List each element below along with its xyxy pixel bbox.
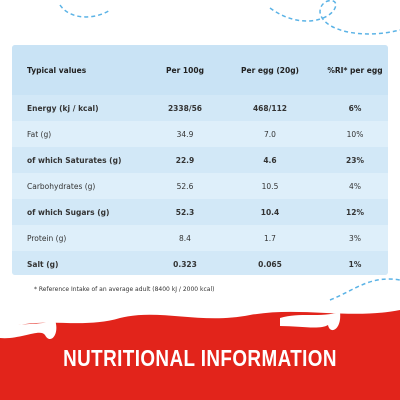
table-cell: of which Saturates (g) — [27, 155, 122, 165]
table-cell: 6% — [348, 103, 362, 113]
table-cell: 1% — [348, 259, 362, 269]
table-row: of which Sugars (g) 52.3 10.4 12% — [12, 199, 388, 225]
table-cell: 4.6 — [263, 155, 277, 165]
table-cell: 0.065 — [258, 259, 282, 269]
table-cell: Carbohydrates (g) — [27, 181, 96, 191]
table-cell: 7.0 — [264, 129, 276, 139]
dashed-line — [269, 0, 400, 35]
table-cell: 23% — [346, 155, 364, 165]
table-cell: Salt (g) — [27, 259, 59, 269]
table-row: Energy (kj / kcal) 2338/56 468/112 6% — [12, 95, 388, 121]
table-cell: Energy (kj / kcal) — [27, 103, 99, 113]
table-cell: 10% — [346, 129, 364, 139]
table-cell: 10.5 — [261, 181, 279, 191]
table-row: Salt (g) 0.323 0.065 1% — [12, 251, 388, 275]
table-cell: Fat (g) — [27, 129, 52, 139]
footnote: * Reference Intake of an average adult (… — [34, 286, 215, 293]
column-header: Per egg (20g) — [241, 65, 299, 75]
table-cell: 10.4 — [260, 207, 280, 217]
table-cell: 4% — [349, 181, 361, 191]
table-cell: 52.3 — [175, 207, 195, 217]
red-band — [0, 310, 400, 400]
table-row: Protein (g) 8.4 1.7 3% — [12, 225, 388, 251]
table-row: of which Saturates (g) 22.9 4.6 23% — [12, 147, 388, 173]
table-cell: 1.7 — [264, 233, 276, 243]
table-cell: 0.323 — [173, 259, 197, 269]
table-row: Fat (g) 34.9 7.0 10% — [12, 121, 388, 147]
table-cell: 34.9 — [176, 129, 194, 139]
drip — [0, 320, 57, 340]
column-header: %RI* per egg — [327, 65, 383, 75]
dashed-line — [329, 278, 400, 301]
table-row: Carbohydrates (g) 52.6 10.5 4% — [12, 173, 388, 199]
drip — [280, 312, 341, 331]
table-cell: 3% — [349, 233, 361, 243]
table-cell: 8.4 — [179, 233, 191, 243]
table-cell: 52.6 — [176, 181, 194, 191]
column-header: Per 100g — [166, 65, 204, 75]
dashed-line — [59, 4, 111, 18]
title: NUTRITIONAL INFORMATION — [63, 345, 337, 371]
column-header: Typical values — [27, 65, 87, 75]
table-cell: of which Sugars (g) — [27, 207, 110, 217]
table-cell: 468/112 — [252, 103, 288, 113]
table-cell: 2338/56 — [167, 103, 203, 113]
table-cell: Protein (g) — [27, 233, 67, 243]
header-row: Typical values Per 100g Per egg (20g) %RI* … — [12, 45, 388, 95]
nutrition-table: Typical values Per 100g Per egg (20g) %RI* … — [12, 45, 388, 275]
table-cell: 12% — [346, 207, 364, 217]
table-cell: 22.9 — [175, 155, 195, 165]
